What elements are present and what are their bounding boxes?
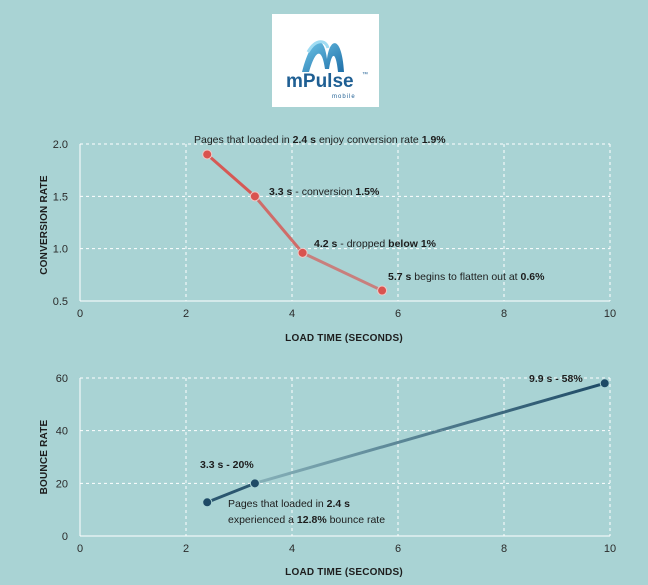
bounce-x-tick-label: 6 xyxy=(395,543,401,555)
bounce-data-point xyxy=(249,478,260,489)
conversion-x-ticks: 0 2 4 6 8 10 xyxy=(77,308,616,320)
conversion-data-point xyxy=(297,247,308,258)
conversion-y-tick-label: 1.5 xyxy=(53,191,68,203)
bounce-data-point xyxy=(202,497,213,508)
bounce-series-line xyxy=(205,381,607,504)
conversion-annotation-2-4s: Pages that loaded in 2.4 s enjoy convers… xyxy=(194,134,446,146)
conversion-x-axis-title: LOAD TIME (SECONDS) xyxy=(285,333,403,344)
conversion-annotation-3-3s: 3.3 s - conversion 1.5% xyxy=(269,186,380,198)
conversion-grid xyxy=(79,143,611,302)
bounce-x-tick-label: 10 xyxy=(604,543,616,555)
bounce-grid xyxy=(79,377,611,537)
bounce-y-ticks: 0 20 40 60 xyxy=(56,373,68,543)
bounce-y-tick-label: 40 xyxy=(56,426,68,438)
bounce-x-axis-title: LOAD TIME (SECONDS) xyxy=(285,567,403,578)
bounce-x-tick-label: 2 xyxy=(183,543,189,555)
bounce-points xyxy=(202,378,610,508)
conversion-y-tick-label: 1.0 xyxy=(53,244,68,256)
conversion-line-segment xyxy=(301,251,384,293)
bounce-y-tick-label: 0 xyxy=(62,531,68,543)
bounce-y-axis-title: BOUNCE RATE xyxy=(39,419,50,494)
bounce-annotation-2-4s-line2: experienced a 12.8% bounce rate xyxy=(228,514,385,526)
conversion-annotation-5-7s: 5.7 s begins to flatten out at 0.6% xyxy=(388,271,545,283)
conversion-x-tick-label: 6 xyxy=(395,308,401,320)
bounce-annotation-9-9s: 9.9 s - 58% xyxy=(529,373,583,385)
bounce-annotation-3-3s: 3.3 s - 20% xyxy=(200,459,254,471)
trademark: ™ xyxy=(362,72,368,78)
mpulse-wave-icon xyxy=(302,40,344,72)
bounce-x-tick-label: 4 xyxy=(289,543,295,555)
conversion-points xyxy=(202,149,388,296)
bounce-y-tick-label: 60 xyxy=(56,373,68,385)
conversion-data-point xyxy=(249,191,260,202)
bounce-y-tick-label: 20 xyxy=(56,478,68,490)
conversion-x-tick-label: 0 xyxy=(77,308,83,320)
conversion-y-axis-title: CONVERSION RATE xyxy=(39,175,50,275)
bounce-line-segment xyxy=(253,381,607,485)
conversion-line-segment xyxy=(205,152,257,198)
bounce-x-ticks: 0 2 4 6 8 10 xyxy=(77,543,616,555)
conversion-series-line xyxy=(205,152,610,293)
conversion-x-tick-label: 10 xyxy=(604,308,616,320)
bounce-data-point xyxy=(599,378,610,389)
conversion-y-ticks: 0.5 1.0 1.5 2.0 xyxy=(53,139,68,308)
bounce-line-segment xyxy=(205,481,257,504)
brand-subtext: mobile xyxy=(332,94,356,100)
conversion-x-tick-label: 8 xyxy=(501,308,507,320)
conversion-x-tick-label: 2 xyxy=(183,308,189,320)
mpulse-logo: mPulse ™ mobile xyxy=(272,14,379,107)
conversion-annotation-4-2s: 4.2 s - dropped below 1% xyxy=(314,238,437,250)
bounce-x-tick-label: 8 xyxy=(501,543,507,555)
conversion-y-tick-label: 0.5 xyxy=(53,296,68,308)
conversion-line-segment xyxy=(253,194,305,255)
bounce-annotation-2-4s-line1: Pages that loaded in 2.4 s xyxy=(228,498,350,510)
conversion-x-tick-label: 4 xyxy=(289,308,295,320)
conversion-y-tick-label: 2.0 xyxy=(53,139,68,151)
conversion-data-point xyxy=(202,149,213,160)
conversion-data-point xyxy=(377,285,388,296)
conversion-rate-chart: 0 2 4 6 8 10 0.5 1.0 1.5 2.0 LOAD TIME (SECONDS)… xyxy=(39,134,616,344)
brand-text: mPulse xyxy=(286,71,354,92)
bounce-x-tick-label: 0 xyxy=(77,543,83,555)
bounce-rate-chart: 0 2 4 6 8 10 0 20 40 60 LOAD TIME (SECONDS) BOUN… xyxy=(39,373,616,578)
